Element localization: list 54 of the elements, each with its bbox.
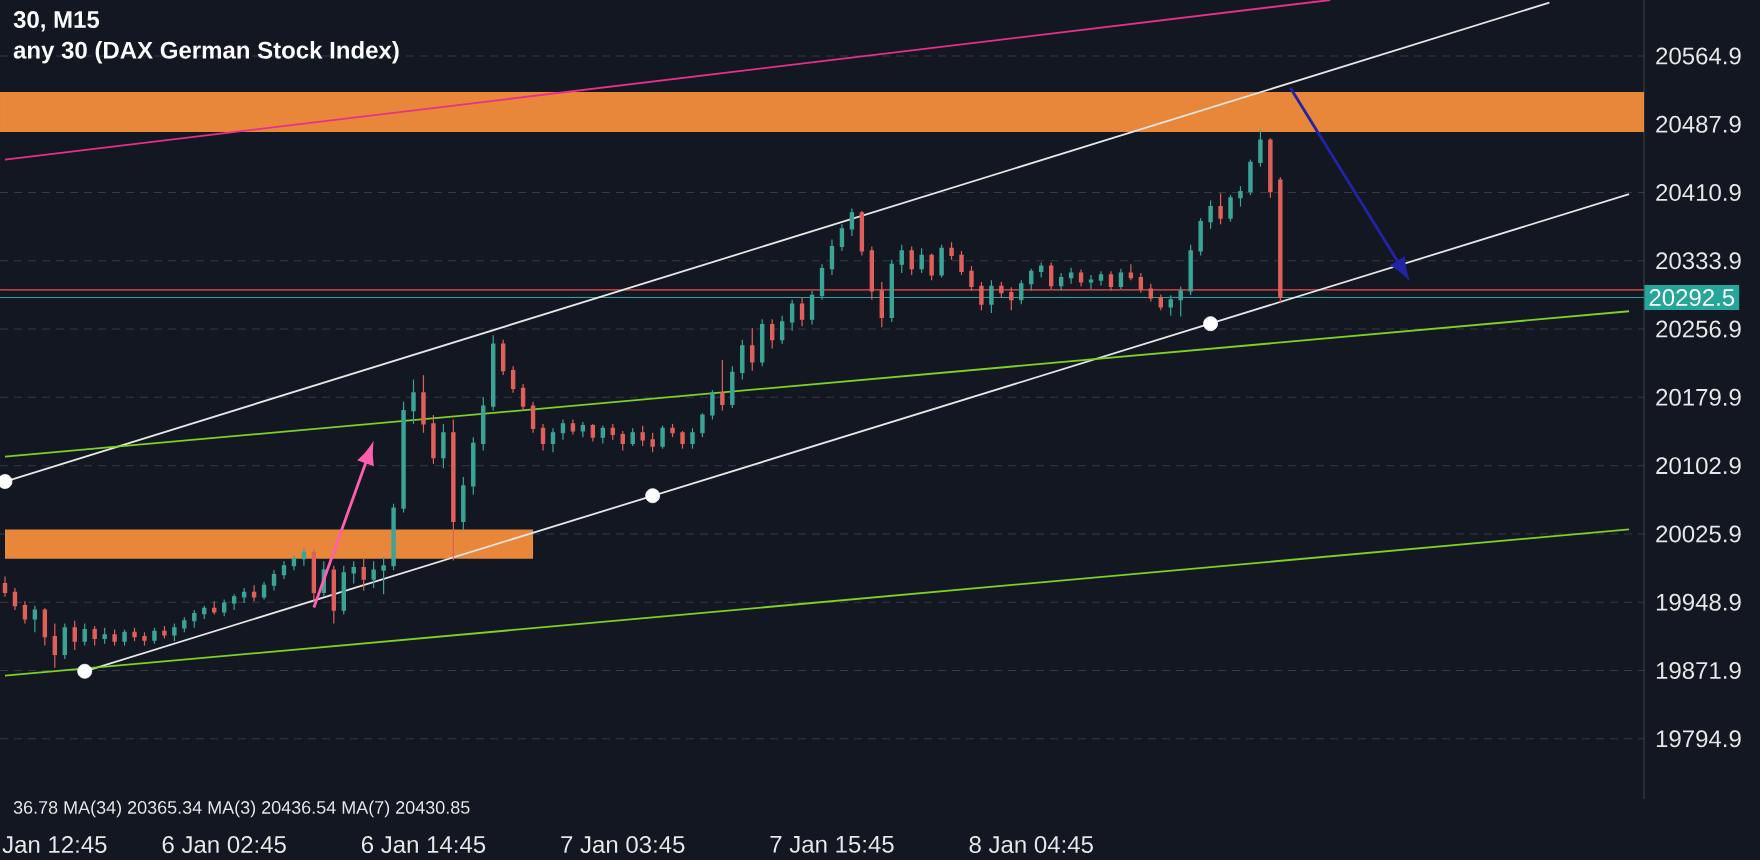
candlestick	[1088, 274, 1094, 290]
candlestick	[590, 423, 596, 443]
candlestick	[1098, 270, 1104, 287]
y-tick-label: 19871.9	[1656, 662, 1741, 679]
point	[645, 488, 661, 504]
x-tick-label: Jan 12:45	[2, 836, 107, 854]
candlestick	[570, 418, 576, 436]
candlestick	[2, 575, 8, 598]
candlestick	[1128, 263, 1134, 281]
candlestick	[550, 427, 556, 453]
candlestick	[580, 421, 586, 438]
candlestick	[311, 549, 317, 602]
candlestick	[789, 299, 795, 332]
text: any 30 (DAX German Stock Index)	[13, 41, 399, 64]
y-tick-label: 20102.9	[1656, 457, 1741, 475]
y-tick-label: 20564.9	[1656, 47, 1741, 65]
x-tick-label: 6 Jan 02:45	[162, 836, 286, 854]
candlestick	[271, 569, 277, 592]
candlestick	[809, 290, 815, 326]
chart-title: 30, M15	[13, 11, 100, 32]
point	[1203, 316, 1218, 332]
y-tick-label: 19794.9	[1656, 730, 1741, 748]
candlestick	[42, 607, 48, 647]
point	[77, 663, 93, 679]
candlestick	[819, 263, 825, 301]
y-tick-label: 20410.9	[1656, 184, 1741, 201]
candlestick	[1138, 272, 1144, 294]
x-tick-label: 7 Jan 03:45	[561, 836, 685, 854]
candlestick	[12, 587, 18, 611]
candlestick	[859, 210, 865, 256]
x-tick-label: 8 Jan 04:45	[969, 836, 1093, 854]
candlestick	[301, 547, 307, 567]
candlestick	[32, 605, 38, 633]
candlestick	[839, 223, 845, 252]
candlestick	[799, 297, 805, 327]
y-tick-label: 20333.9	[1656, 252, 1741, 270]
candlestick	[1108, 270, 1114, 292]
candlestick	[520, 383, 526, 412]
y-tick-label: 20487.9	[1656, 115, 1741, 133]
text: 36.78 MA(34) 20365.34 MA(3) 20436.54 MA(7) 20430.85	[13, 800, 470, 818]
candlestick	[22, 600, 28, 624]
y-tick-label: 20179.9	[1656, 388, 1741, 406]
y-tick-label: 20025.9	[1656, 525, 1741, 543]
candlestick	[1068, 267, 1074, 285]
ref-line-label: 20292.5	[1649, 289, 1735, 306]
x-tick-label: 7 Jan 15:45	[770, 836, 894, 853]
candlestick	[1118, 268, 1124, 290]
candlestick	[540, 423, 546, 452]
candlestick	[530, 401, 536, 434]
x-tick-label: 6 Jan 14:45	[361, 836, 486, 854]
candlestick	[510, 365, 516, 394]
y-tick-label: 19948.9	[1656, 593, 1741, 611]
y-tick-label: 20256.9	[1656, 320, 1741, 338]
candlestick	[1078, 268, 1084, 288]
